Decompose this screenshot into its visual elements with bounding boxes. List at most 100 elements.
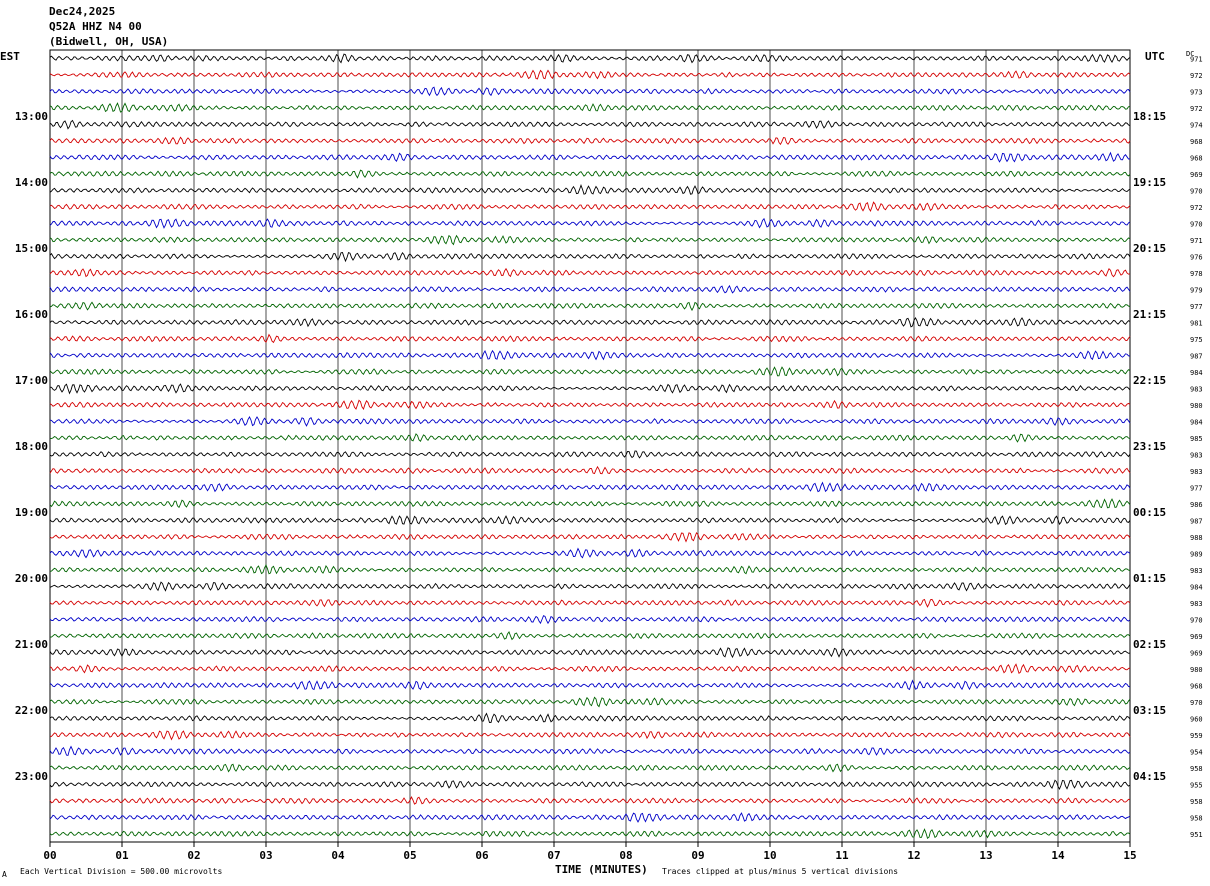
x-axis-ticks: 00 01 02 03 04 05 06 07 08 09 10 11 12 13 14 15	[43, 842, 1137, 862]
trace-line	[49, 317, 1131, 328]
plot-frame	[49, 49, 1131, 843]
trace-line	[49, 416, 1131, 427]
trace-line	[49, 53, 1131, 64]
trace-line	[49, 563, 1131, 575]
dc-value-label: 989	[1190, 550, 1203, 558]
x-tick-label: 03	[259, 849, 272, 862]
trace-line	[49, 598, 1131, 608]
trace-line	[49, 151, 1131, 163]
dc-value-label: 983	[1190, 468, 1203, 476]
trace-line	[49, 201, 1131, 212]
dc-value-label: 959	[1190, 732, 1203, 740]
trace-line	[49, 86, 1131, 97]
dc-value-label: 987	[1190, 352, 1203, 360]
left-hour-label: 23:00	[15, 770, 48, 783]
dc-value-label: 984	[1190, 583, 1203, 591]
x-tick-label: 08	[619, 849, 632, 862]
trace-line	[49, 136, 1131, 146]
trace-line	[49, 301, 1131, 312]
left-hour-label: 14:00	[15, 176, 48, 189]
trace-line	[49, 333, 1131, 344]
station-code: Q52A HHZ N4 00	[49, 20, 142, 33]
dc-value-label: 971	[1190, 237, 1203, 245]
dc-value-label: 978	[1190, 270, 1203, 278]
left-hour-label: 19:00	[15, 506, 48, 519]
trace-line	[49, 267, 1131, 278]
dc-value-label: 968	[1190, 682, 1203, 690]
station-location: (Bidwell, OH, USA)	[49, 35, 169, 48]
x-tick-label: 01	[115, 849, 129, 862]
left-hour-label: 16:00	[15, 308, 48, 321]
right-hour-labels: 18:15 19:15 20:15 21:15 22:15 23:15 00:15 01:15…	[1133, 110, 1166, 783]
dc-value-label: 985	[1190, 435, 1203, 443]
right-hour-label: 00:15	[1133, 506, 1166, 519]
trace-line	[49, 515, 1131, 526]
dc-value-label: 968	[1190, 138, 1203, 146]
dc-value-label: 972	[1190, 72, 1203, 80]
x-tick-label: 15	[1123, 849, 1136, 862]
plot-date: Dec24,2025	[49, 5, 116, 18]
dc-value-label: 981	[1190, 319, 1203, 327]
x-tick-label: 13	[979, 849, 992, 862]
x-tick-label: 00	[43, 849, 56, 862]
left-hour-label: 22:00	[15, 704, 48, 717]
x-tick-label: 05	[403, 849, 416, 862]
dc-column-header: DC	[1186, 50, 1195, 58]
dc-value-label: 977	[1190, 484, 1203, 492]
dc-value-label: 958	[1190, 814, 1203, 822]
dc-value-label: 983	[1190, 385, 1203, 393]
vertical-scale-note: Each Vertical Division = 500.00 microvol…	[20, 867, 223, 876]
x-tick-label: 07	[547, 849, 560, 862]
right-hour-label: 19:15	[1133, 176, 1166, 189]
trace-line	[49, 647, 1131, 659]
right-hour-label: 04:15	[1133, 770, 1166, 783]
dc-value-label: 984	[1190, 418, 1203, 426]
dc-value-label: 951	[1190, 831, 1203, 839]
dc-value-label: 972	[1190, 105, 1203, 113]
dc-value-label: 983	[1190, 451, 1203, 459]
trace-line	[49, 251, 1131, 263]
trace-line	[49, 284, 1131, 294]
dc-value-label: 969	[1190, 171, 1203, 179]
dc-value-label: 958	[1190, 798, 1203, 806]
dc-value-label: 983	[1190, 600, 1203, 608]
trace-line	[49, 450, 1131, 459]
x-tick-label: 14	[1051, 849, 1065, 862]
right-hour-label: 03:15	[1133, 704, 1166, 717]
trace-line	[49, 498, 1131, 509]
dc-value-label: 969	[1190, 649, 1203, 657]
left-hour-labels: 13:00 14:00 15:00 16:00 17:00 18:00 19:00 20:00…	[15, 110, 48, 783]
trace-line	[49, 812, 1131, 823]
x-tick-label: 02	[187, 849, 200, 862]
right-hour-label: 01:15	[1133, 572, 1166, 585]
dc-value-label: 958	[1190, 765, 1203, 773]
trace-line	[49, 615, 1131, 625]
dc-value-label: 986	[1190, 501, 1203, 509]
trace-line	[49, 631, 1131, 641]
left-hour-label: 15:00	[15, 242, 48, 255]
dc-value-label: 983	[1190, 567, 1203, 575]
dc-value-label: 971	[1190, 55, 1203, 63]
x-tick-label: 10	[763, 849, 776, 862]
left-hour-label: 20:00	[15, 572, 48, 585]
x-axis-title: TIME (MINUTES)	[555, 863, 648, 876]
dc-value-label: 974	[1190, 121, 1203, 129]
x-tick-label: 09	[691, 849, 704, 862]
dc-value-label: 979	[1190, 286, 1203, 294]
trace-line	[49, 712, 1131, 724]
right-hour-label: 23:15	[1133, 440, 1166, 453]
x-tick-label: 04	[331, 849, 345, 862]
dc-value-label: 970	[1190, 220, 1203, 228]
left-hour-label: 21:00	[15, 638, 48, 651]
trace-line	[49, 69, 1131, 80]
right-hour-label: 18:15	[1133, 110, 1166, 123]
dc-value-label: 984	[1190, 369, 1203, 377]
right-hour-label: 21:15	[1133, 308, 1166, 321]
dc-value-label: 969	[1190, 633, 1203, 641]
dc-value-label: 972	[1190, 204, 1203, 212]
dc-value-label: 980	[1190, 402, 1203, 410]
left-timezone-label: EST	[0, 50, 20, 63]
seismic-traces	[49, 53, 1131, 840]
right-hour-label: 20:15	[1133, 242, 1166, 255]
